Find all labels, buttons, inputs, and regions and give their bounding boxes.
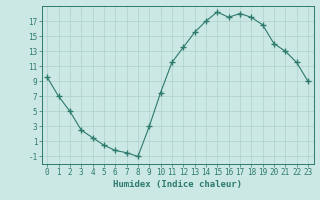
X-axis label: Humidex (Indice chaleur): Humidex (Indice chaleur) [113,180,242,189]
